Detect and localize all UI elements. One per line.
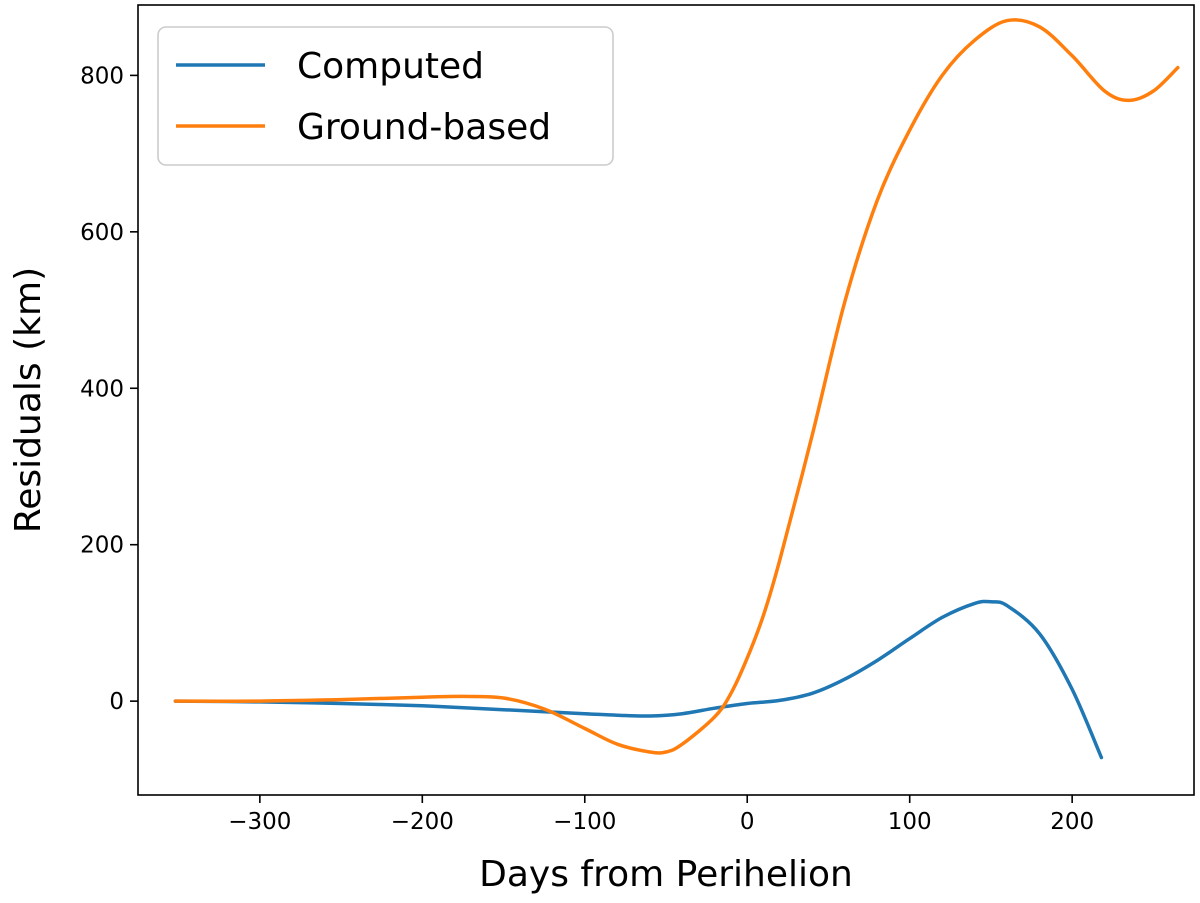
x-axis-title: Days from Perihelion bbox=[479, 854, 853, 895]
y-axis-ticks: 0 200 400 600 800 bbox=[80, 63, 138, 715]
x-tick-label: −100 bbox=[553, 809, 616, 835]
series-line-ground-based bbox=[173, 18, 1180, 755]
series-layer bbox=[173, 18, 1180, 760]
y-tick-label: 400 bbox=[80, 376, 124, 402]
x-tick-label: 100 bbox=[888, 809, 932, 835]
x-axis-ticks: −300 −200 −100 0 100 200 bbox=[228, 795, 1094, 835]
y-axis-title: Residuals (km) bbox=[8, 267, 49, 533]
x-tick-label: −200 bbox=[391, 809, 454, 835]
legend-box bbox=[157, 26, 614, 166]
legend-label-ground-based: Ground-based bbox=[297, 107, 551, 148]
x-tick-label: 0 bbox=[740, 809, 755, 835]
y-tick-label: 800 bbox=[80, 63, 124, 89]
y-tick-label: 200 bbox=[80, 533, 124, 559]
legend-label-computed: Computed bbox=[297, 46, 484, 87]
series-line-computed bbox=[173, 599, 1104, 760]
y-tick-label: 600 bbox=[80, 220, 124, 246]
legend: Computed Ground-based bbox=[157, 26, 614, 166]
x-tick-label: 200 bbox=[1050, 809, 1094, 835]
x-tick-label: −300 bbox=[228, 809, 291, 835]
y-tick-label: 0 bbox=[109, 689, 124, 715]
plot-frame bbox=[137, 4, 1195, 796]
